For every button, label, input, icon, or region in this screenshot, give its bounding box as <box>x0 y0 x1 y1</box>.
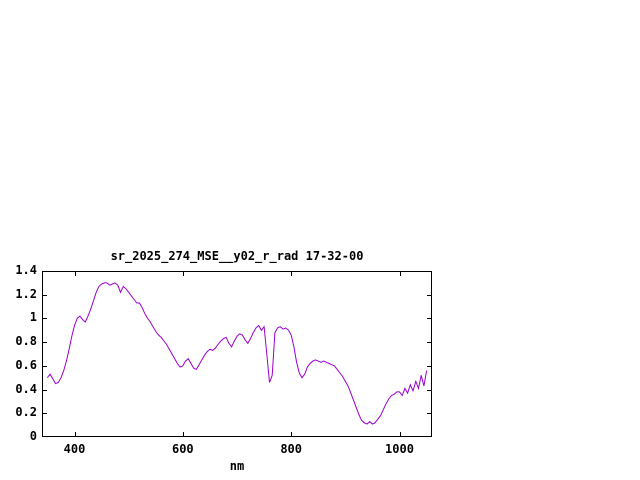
y-tick-label: 1 <box>29 310 37 325</box>
spectrum-chart <box>42 271 432 437</box>
plot-border <box>42 271 432 437</box>
y-tick-label: 0 <box>29 429 37 443</box>
x-tick-label: 400 <box>63 442 86 456</box>
chart-title: sr_2025_274_MSE__y02_r_rad 17-32-00 <box>110 249 364 263</box>
y-tick-label: 1.2 <box>15 286 37 301</box>
y-tick-label: 1.4 <box>15 263 37 277</box>
y-tick-label: 0.4 <box>15 381 37 396</box>
x-tick-label: 800 <box>280 442 302 456</box>
x-axis-label: nm <box>229 459 245 473</box>
x-tick-label: 1000 <box>385 442 414 456</box>
y-tick-label: 0.2 <box>15 405 37 420</box>
y-tick-label: 0.8 <box>15 334 37 349</box>
x-tick-label: 600 <box>171 442 194 456</box>
plot-area <box>42 271 432 437</box>
y-tick-label: 0.6 <box>15 357 37 372</box>
spectrum-line <box>47 282 428 425</box>
